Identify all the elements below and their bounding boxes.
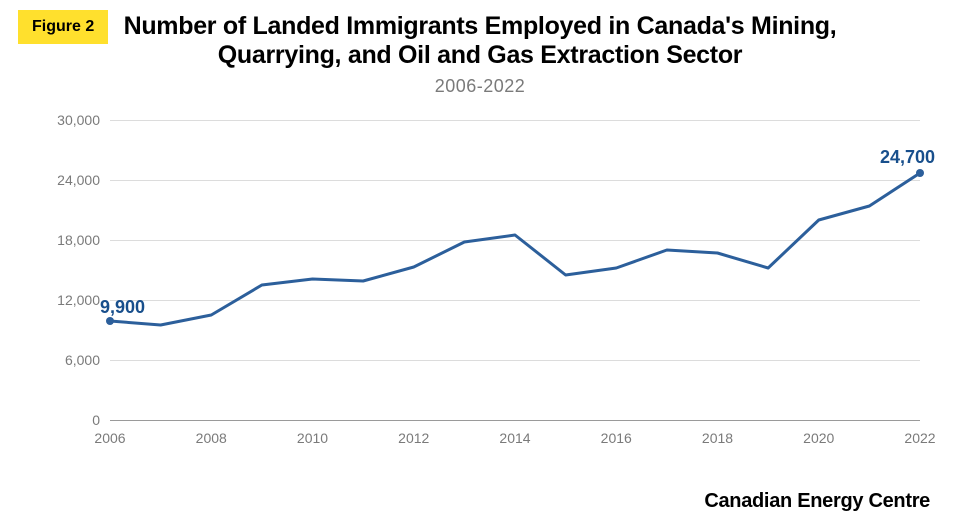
- y-tick-label: 6,000: [44, 352, 100, 368]
- x-tick-label: 2008: [196, 430, 227, 446]
- x-tick-label: 2022: [904, 430, 935, 446]
- y-tick-label: 12,000: [44, 292, 100, 308]
- source-credit: Canadian Energy Centre: [704, 490, 930, 513]
- x-tick-label: 2014: [499, 430, 530, 446]
- y-tick-label: 0: [44, 412, 100, 428]
- x-tick-label: 2020: [803, 430, 834, 446]
- line-chart: 06,00012,00018,00024,00030,0002006200820…: [40, 120, 930, 460]
- y-tick-label: 24,000: [44, 172, 100, 188]
- subtitle: 2006-2022: [0, 76, 960, 97]
- x-tick-label: 2010: [297, 430, 328, 446]
- data-point-marker: [106, 317, 114, 325]
- data-point-label: 24,700: [880, 147, 935, 168]
- title-line-1: Number of Landed Immigrants Employed in …: [0, 12, 960, 41]
- x-tick-label: 2006: [94, 430, 125, 446]
- title-line-2: Quarrying, and Oil and Gas Extraction Se…: [0, 41, 960, 70]
- title-block: Number of Landed Immigrants Employed in …: [0, 12, 960, 97]
- data-point-label: 9,900: [100, 297, 145, 318]
- data-point-marker: [916, 169, 924, 177]
- y-tick-label: 30,000: [44, 112, 100, 128]
- y-tick-label: 18,000: [44, 232, 100, 248]
- x-tick-label: 2018: [702, 430, 733, 446]
- line-series: [110, 120, 920, 420]
- x-tick-label: 2016: [601, 430, 632, 446]
- x-tick-label: 2012: [398, 430, 429, 446]
- x-axis-baseline: [110, 420, 920, 421]
